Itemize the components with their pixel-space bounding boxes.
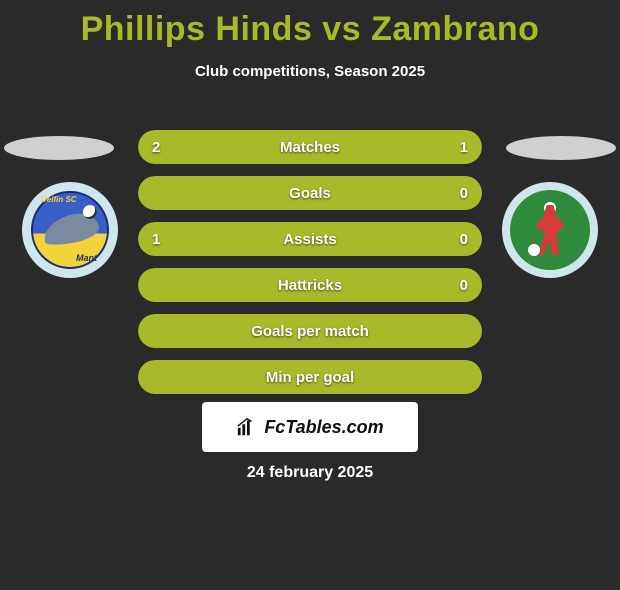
player1-oval (4, 136, 114, 160)
player2-oval (506, 136, 616, 160)
stat-row: Goals per match (138, 314, 482, 348)
player2-value: 0 (460, 231, 468, 248)
stat-label: Hattricks (138, 277, 482, 294)
stat-row: Assists1 0 (138, 222, 482, 256)
team1-crest-text-bottom: Mant (76, 253, 97, 263)
stat-label: Matches (138, 139, 482, 156)
stat-row: Matches2 1 (138, 130, 482, 164)
chart-icon (236, 416, 258, 438)
player1-value: 2 (152, 139, 160, 156)
stat-row: Min per goal (138, 360, 482, 394)
stat-label: Assists (138, 231, 482, 248)
stat-label: Min per goal (138, 369, 482, 386)
team1-crest: Delfin SC Mant (22, 182, 118, 278)
player2-value: 0 (460, 185, 468, 202)
stat-row: Hattricks0 (138, 268, 482, 302)
fctables-logo: FcTables.com (202, 402, 418, 452)
team2-crest (502, 182, 598, 278)
date-text: 24 february 2025 (0, 464, 620, 482)
logo-text: FcTables.com (264, 417, 383, 438)
stat-label: Goals per match (138, 323, 482, 340)
ball-icon (83, 205, 97, 219)
stats-bars: Matches21Goals0Assists10Hattricks0Goals … (138, 130, 482, 406)
subtitle: Club competitions, Season 2025 (0, 63, 620, 80)
player2-value: 1 (460, 139, 468, 156)
ball-icon (528, 244, 540, 256)
team1-crest-text-top: Delfin SC (41, 195, 77, 204)
player1-value: 1 (152, 231, 160, 248)
stat-label: Goals (138, 185, 482, 202)
stat-row: Goals0 (138, 176, 482, 210)
page-title: Phillips Hinds vs Zambrano (0, 10, 620, 49)
player2-value: 0 (460, 277, 468, 294)
